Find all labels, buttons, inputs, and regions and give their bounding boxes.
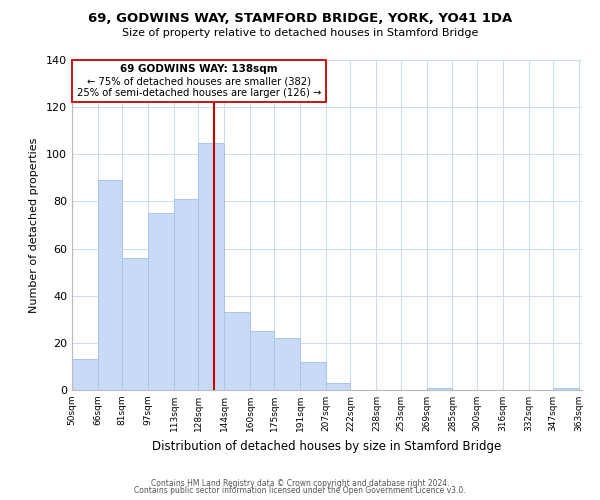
Bar: [98, 180, 122, 390]
Bar: [72, 360, 98, 390]
Text: 69 GODWINS WAY: 138sqm: 69 GODWINS WAY: 138sqm: [120, 64, 278, 74]
X-axis label: Distribution of detached houses by size in Stamford Bridge: Distribution of detached houses by size …: [152, 440, 502, 452]
Bar: [300, 362, 326, 390]
Bar: [250, 331, 274, 390]
Bar: [224, 312, 250, 390]
Bar: [274, 338, 300, 390]
Text: ← 75% of detached houses are smaller (382): ← 75% of detached houses are smaller (38…: [87, 76, 311, 86]
Text: 25% of semi-detached houses are larger (126) →: 25% of semi-detached houses are larger (…: [77, 88, 321, 99]
Bar: [326, 383, 350, 390]
Bar: [553, 388, 579, 390]
Text: Contains HM Land Registry data © Crown copyright and database right 2024.: Contains HM Land Registry data © Crown c…: [151, 478, 449, 488]
Bar: [122, 258, 148, 390]
FancyBboxPatch shape: [72, 60, 326, 102]
Bar: [148, 213, 174, 390]
Y-axis label: Number of detached properties: Number of detached properties: [29, 138, 39, 312]
Bar: [198, 142, 224, 390]
Text: 69, GODWINS WAY, STAMFORD BRIDGE, YORK, YO41 1DA: 69, GODWINS WAY, STAMFORD BRIDGE, YORK, …: [88, 12, 512, 26]
Text: Size of property relative to detached houses in Stamford Bridge: Size of property relative to detached ho…: [122, 28, 478, 38]
Bar: [174, 199, 198, 390]
Bar: [427, 388, 452, 390]
Text: Contains public sector information licensed under the Open Government Licence v3: Contains public sector information licen…: [134, 486, 466, 495]
